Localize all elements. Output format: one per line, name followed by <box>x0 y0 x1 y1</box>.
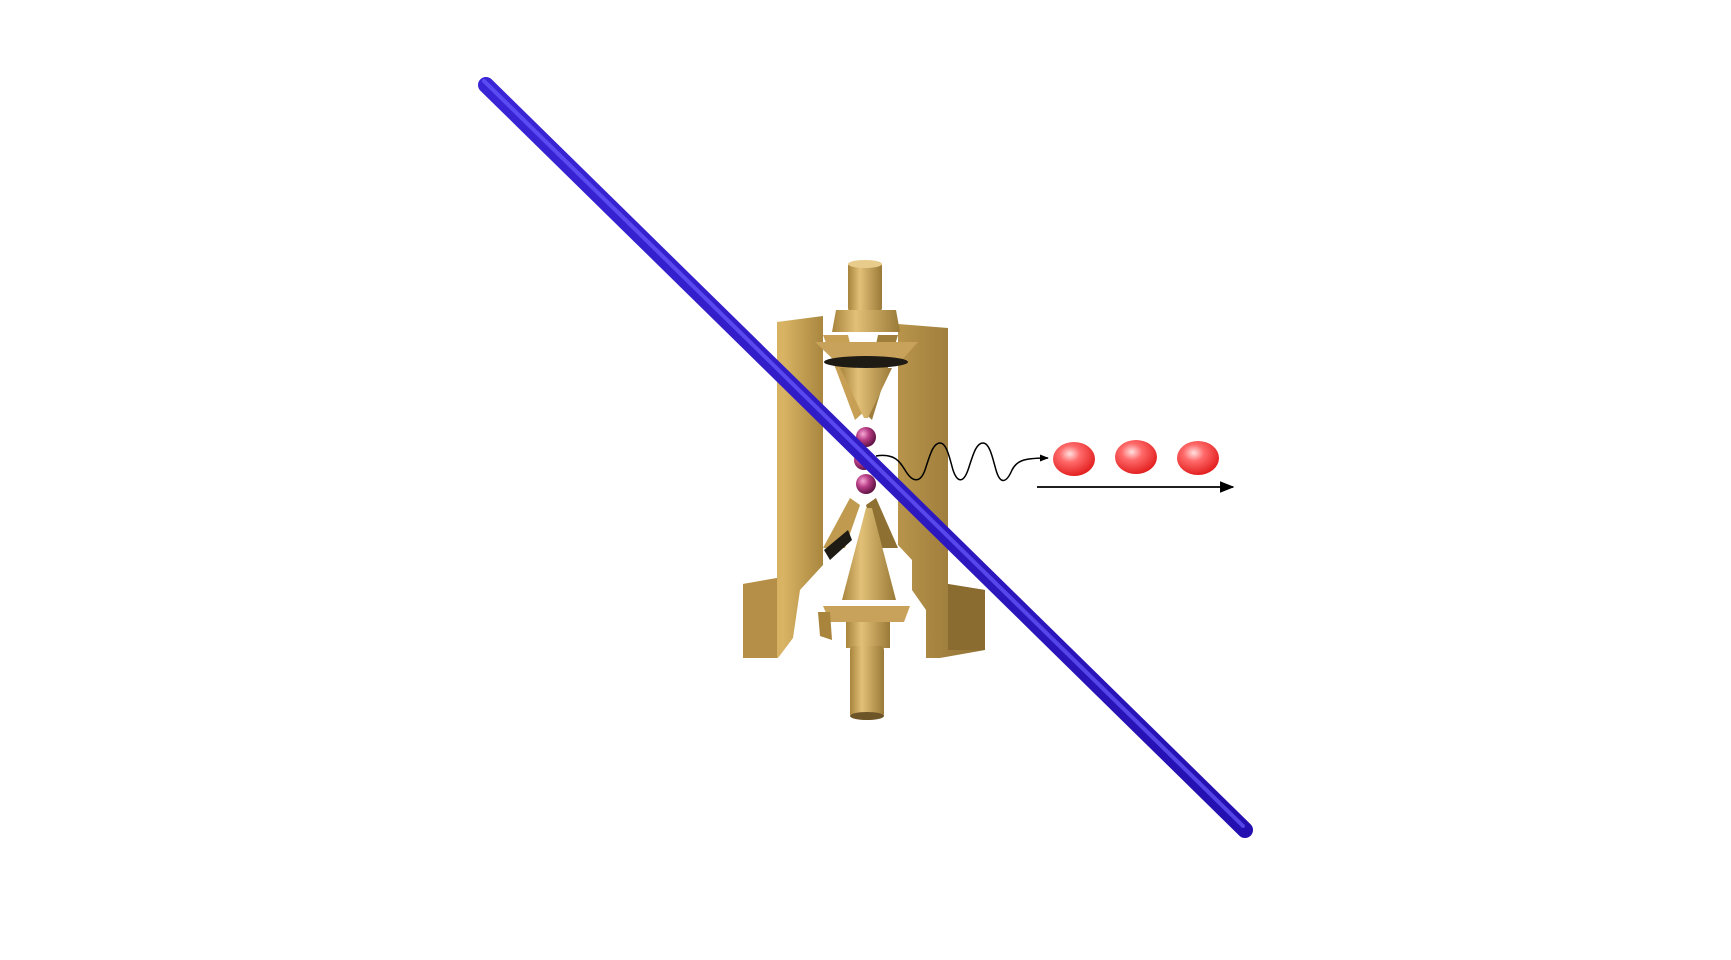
output-photon-1 <box>1053 442 1095 476</box>
photon-stream <box>1037 440 1235 493</box>
lower-electrode-skirt <box>818 612 832 640</box>
upper-rod-collar <box>832 310 900 332</box>
upper-rod-cap <box>848 260 882 268</box>
trap-lower-shadow <box>824 530 852 560</box>
emitted-photon-wave <box>875 442 1049 482</box>
ion-3 <box>856 474 876 494</box>
lower-rod-collar <box>846 622 890 648</box>
lower-rod-bottom <box>850 646 884 718</box>
upper-needle-tip <box>840 368 892 418</box>
laser-beam-highlight <box>482 79 1245 828</box>
upper-electrode-flange <box>815 342 918 362</box>
laser-beam <box>478 77 1253 838</box>
output-photon-2 <box>1115 440 1157 474</box>
lower-needle-tip <box>842 508 896 600</box>
trap-right-wall-face <box>948 584 985 650</box>
trap-inner-lower-right <box>866 498 898 548</box>
lower-rod-cap <box>850 712 884 720</box>
trap-right-wall <box>898 324 985 658</box>
lower-electrode-flange <box>823 606 910 622</box>
trap-left-wall-face <box>743 578 777 658</box>
output-photon-3 <box>1177 441 1219 475</box>
upper-rod-top <box>848 262 882 312</box>
upper-electrode-shadow <box>824 356 908 368</box>
trap-inner-lower-left <box>823 498 860 548</box>
